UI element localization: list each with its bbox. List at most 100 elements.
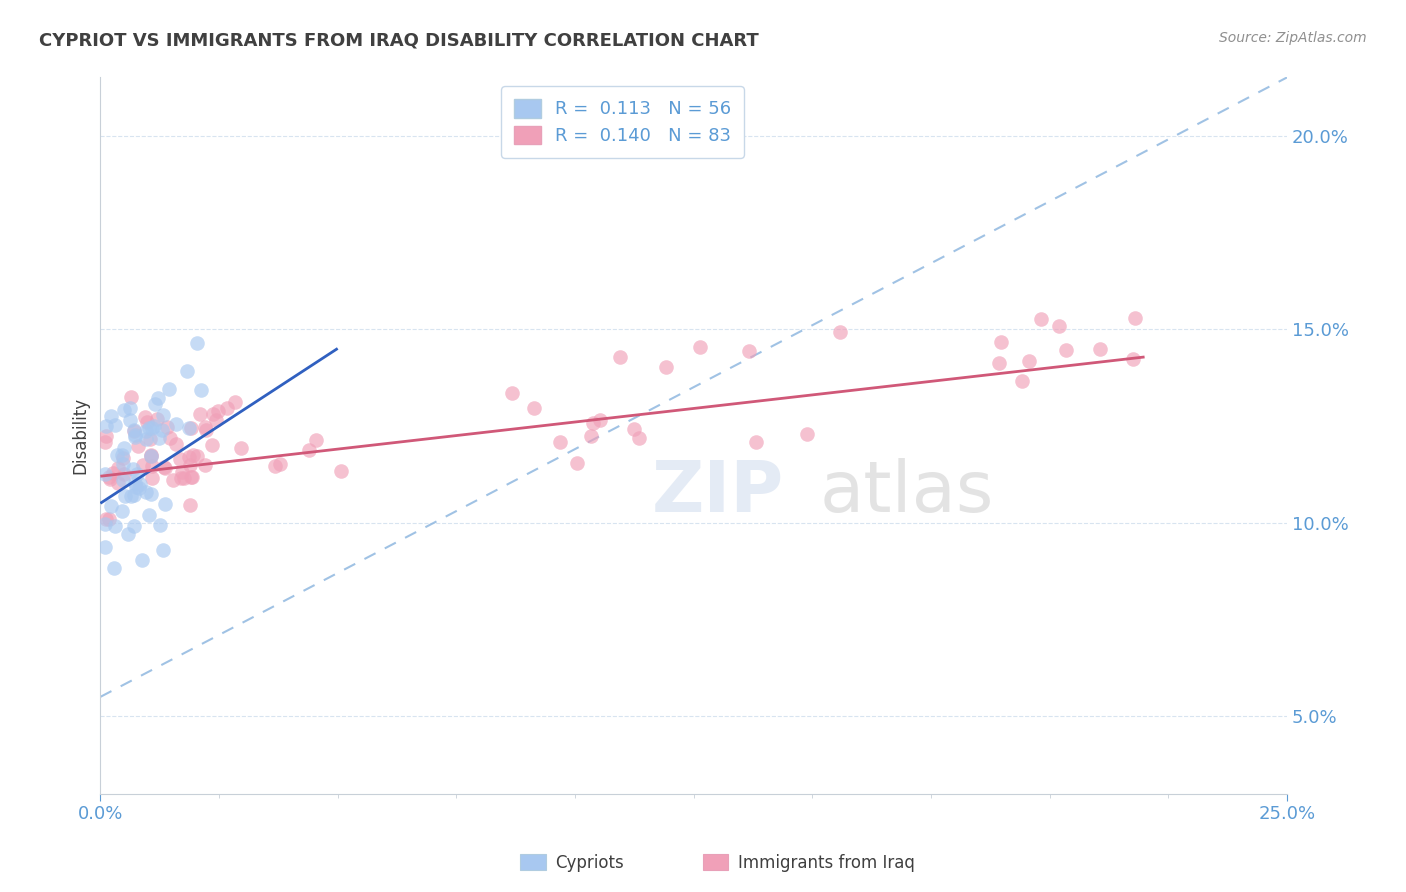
Point [135, 424, 157, 438]
Point [165, 436, 187, 450]
Point [628, 431, 651, 445]
Point [111, 450, 134, 465]
FancyBboxPatch shape [520, 854, 546, 870]
Point [141, 487, 163, 501]
Legend: R =  0.113   N = 56, R =  0.140   N = 83: R = 0.113 N = 56, R = 0.140 N = 83 [501, 87, 744, 158]
Point [112, 473, 135, 487]
Point [269, 457, 291, 471]
Point [98, 472, 121, 486]
Point [796, 427, 818, 442]
Point [107, 476, 129, 491]
Point [153, 497, 176, 511]
Point [654, 360, 676, 375]
Point [120, 391, 142, 405]
Text: atlas: atlas [820, 458, 994, 527]
Point [112, 467, 135, 482]
Point [745, 434, 768, 449]
Point [169, 452, 191, 467]
Point [567, 456, 589, 470]
Point [194, 420, 217, 434]
Point [589, 412, 612, 426]
Point [100, 499, 122, 513]
Point [94, 467, 117, 481]
Point [177, 421, 200, 435]
Point [1088, 342, 1111, 356]
Point [205, 413, 228, 427]
Point [135, 432, 157, 446]
Point [125, 467, 148, 481]
Point [120, 401, 142, 415]
Point [124, 430, 146, 444]
Point [120, 489, 142, 503]
Point [127, 439, 149, 453]
Point [181, 448, 204, 462]
Point [738, 343, 761, 358]
Point [97, 511, 120, 525]
Point [152, 459, 174, 474]
Point [1049, 318, 1071, 333]
Point [1122, 351, 1144, 366]
Point [579, 428, 602, 442]
Point [330, 464, 353, 478]
Point [298, 443, 321, 458]
Point [146, 391, 169, 405]
FancyBboxPatch shape [703, 854, 728, 870]
Text: Immigrants from Iraq: Immigrants from Iraq [738, 854, 915, 871]
Point [153, 460, 176, 475]
Point [103, 561, 125, 575]
Point [988, 356, 1011, 370]
Point [156, 419, 179, 434]
Point [141, 471, 163, 485]
Point [111, 504, 134, 518]
Point [150, 423, 173, 437]
Y-axis label: Disability: Disability [72, 397, 89, 475]
Point [523, 401, 546, 415]
Point [177, 450, 200, 464]
Point [136, 415, 159, 429]
Point [224, 395, 246, 409]
Point [152, 408, 174, 422]
Point [124, 475, 146, 490]
Point [1011, 374, 1033, 388]
Point [94, 435, 117, 450]
Point [157, 382, 180, 396]
Point [159, 431, 181, 445]
Point [141, 459, 163, 474]
Point [112, 457, 135, 471]
Point [207, 404, 229, 418]
Point [162, 473, 184, 487]
Point [103, 467, 125, 481]
Point [131, 458, 153, 472]
Point [94, 517, 117, 532]
Point [623, 422, 645, 436]
Point [229, 441, 252, 455]
Point [194, 458, 217, 473]
Point [149, 517, 172, 532]
Point [124, 424, 146, 438]
Point [143, 397, 166, 411]
Point [107, 461, 129, 475]
Point [201, 438, 224, 452]
Point [114, 489, 136, 503]
Point [173, 470, 195, 484]
Point [139, 448, 162, 462]
Point [190, 383, 212, 397]
Point [104, 519, 127, 533]
Point [217, 401, 239, 415]
Point [194, 423, 217, 437]
Point [104, 417, 127, 432]
Point [122, 488, 145, 502]
Point [170, 465, 193, 479]
Point [128, 481, 150, 495]
Point [139, 449, 162, 463]
Point [96, 429, 118, 443]
Point [179, 498, 201, 512]
Point [146, 412, 169, 426]
Point [117, 527, 139, 541]
Point [122, 462, 145, 476]
Point [152, 543, 174, 558]
Point [170, 471, 193, 485]
Point [830, 326, 852, 340]
Point [186, 336, 208, 351]
Point [180, 420, 202, 434]
